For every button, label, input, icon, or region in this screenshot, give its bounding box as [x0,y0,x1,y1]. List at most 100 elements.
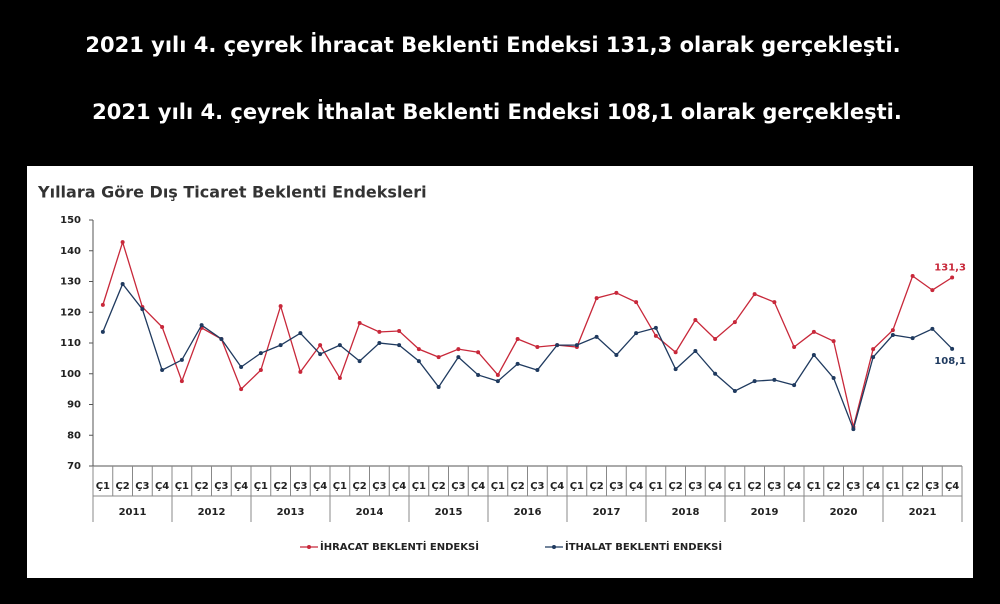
y-tick-label: 120 [60,307,81,318]
x-tick-label: Ç1 [491,481,505,492]
point [792,383,797,388]
point [772,377,777,382]
x-tick-label: Ç4 [392,481,406,492]
x-tick-label: Ç4 [866,481,880,492]
x-tick-label: Ç2 [747,481,761,492]
point [476,350,481,355]
point [732,320,737,325]
point [337,343,342,348]
x-tick-label: Ç2 [115,481,129,492]
headline: 2021 yılı 4. çeyrek İthalat Beklenti End… [92,99,902,124]
point [140,307,145,312]
x-tick-label: Ç3 [135,481,149,492]
point [318,352,323,357]
x-tick-label: Ç4 [787,481,801,492]
point [673,350,678,355]
point [495,379,500,384]
year-label: 2018 [672,507,700,518]
point [298,331,303,336]
point [100,302,105,307]
x-tick-label: Ç4 [550,481,564,492]
point [574,343,579,348]
point [160,368,165,373]
x-tick-label: Ç2 [194,481,208,492]
data-label: 108,1 [934,356,966,367]
point [258,351,263,356]
year-label: 2013 [277,507,305,518]
point [337,376,342,381]
x-tick-label: Ç3 [767,481,781,492]
point [456,347,461,352]
x-tick-label: Ç1 [807,481,821,492]
point [890,333,895,338]
legend-label: İHRACAT BEKLENTİ ENDEKSİ [320,539,479,553]
point [179,379,184,384]
x-tick-label: Ç3 [688,481,702,492]
point [318,343,323,348]
point [535,344,540,349]
point [713,337,718,342]
year-label: 2019 [751,507,779,518]
y-tick-label: 130 [60,277,81,288]
x-tick-label: Ç1 [649,481,663,492]
point [950,275,955,280]
point [752,379,757,384]
point [811,352,816,357]
year-label: 2012 [198,507,226,518]
point [436,384,441,389]
point [179,357,184,362]
point [416,347,421,352]
point [752,292,757,297]
point [160,325,165,330]
x-tick-label: Ç3 [214,481,228,492]
point [239,364,244,369]
y-tick-label: 90 [67,400,81,411]
point [614,352,619,357]
point [930,326,935,331]
x-tick-label: Ç1 [886,481,900,492]
point [495,372,500,377]
point [634,331,639,336]
point [239,387,244,392]
y-tick-label: 140 [60,246,81,257]
y-tick-label: 70 [67,461,81,472]
point [732,388,737,393]
point [930,288,935,293]
point [377,341,382,345]
point [811,329,816,334]
point [693,317,698,322]
point [219,337,224,342]
point [397,329,402,334]
point [634,300,639,305]
point [594,334,599,339]
year-label: 2015 [435,507,463,518]
legend-marker [307,545,311,549]
x-tick-label: Ç1 [570,481,584,492]
x-tick-label: Ç1 [728,481,742,492]
point [772,300,777,305]
x-tick-label: Ç4 [234,481,248,492]
point [476,372,481,377]
x-tick-label: Ç2 [273,481,287,492]
x-tick-label: Ç3 [609,481,623,492]
point [831,376,836,381]
series-line [102,239,953,428]
point [713,371,718,376]
point [653,333,658,338]
legend-label: İTHALAT BEKLENTİ ENDEKSİ [565,539,722,553]
x-tick-label: Ç1 [333,481,347,492]
y-tick-label: 110 [60,338,81,349]
x-tick-label: Ç1 [96,481,110,492]
point [871,355,876,360]
x-tick-label: Ç4 [155,481,169,492]
point [910,273,915,278]
point [416,359,421,364]
x-tick-label: Ç3 [846,481,860,492]
x-tick-label: Ç2 [352,481,366,492]
point [278,343,283,348]
point [555,343,560,348]
x-tick-label: Ç4 [708,481,722,492]
point [298,369,303,374]
x-tick-label: Ç4 [945,481,959,492]
